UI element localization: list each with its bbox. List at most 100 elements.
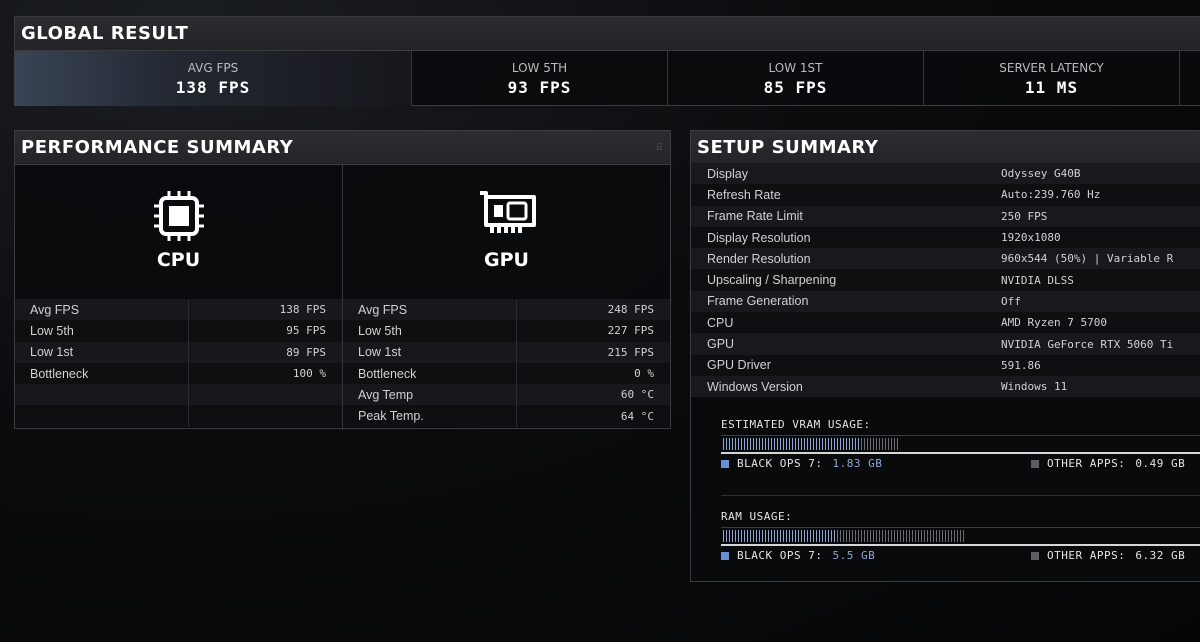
stat-label: LOW 1ST [768,60,823,75]
setup-table: Display Odyssey G40B Refresh Rate Auto:239… [691,163,1200,398]
table-row [15,384,342,406]
row-value: 64 °C [620,409,654,423]
row-value: Odyssey G40B [1001,167,1081,181]
row-label: Windows Version [707,379,803,394]
ram-other-fill [837,530,966,542]
vram-usage-title: ESTIMATED VRAM USAGE: [721,418,871,431]
row-value: 250 FPS [1001,209,1048,223]
cpu-label: CPU [156,249,201,271]
row-label: Upscaling / Sharpening [707,273,837,288]
table-row: Frame Rate Limit 250 FPS [691,205,1200,227]
row-label: GPU Driver [707,358,771,373]
legend-other-label: OTHER APPS: [1047,457,1126,470]
gpu-stats-table: Avg FPS 248 FPS Low 5th 227 FPS Low 1st 215… [343,299,670,427]
row-value: 591.86 [1001,358,1041,372]
table-row: Low 1st 89 FPS [15,341,342,363]
setup-summary-title: SETUP SUMMARY [697,137,879,158]
row-label: Bottleneck [15,362,189,385]
table-row: Avg FPS 138 FPS [15,299,342,321]
drag-grip-icon[interactable]: ⠿ [655,143,663,154]
row-label: CPU [707,315,734,330]
legend-game-value: 5.5 GB [832,549,876,562]
setup-summary-panel: SETUP SUMMARY Display Odyssey G40B Refres… [690,130,1200,582]
stat-label: LOW 5TH [511,60,568,75]
stat-label: AVG FPS [187,60,239,75]
cpu-column: CPU Avg FPS 138 FPS Low 5th 95 FPS Low 1st… [15,165,342,430]
table-row: Avg FPS 248 FPS [343,299,670,321]
row-label [15,384,189,406]
table-row: Display Odyssey G40B [691,163,1200,185]
row-value: Auto:239.760 Hz [1001,188,1101,202]
stat-avg-fps: AVG FPS 138 FPS [15,51,412,106]
stat-value: 138 FPS [175,77,251,97]
row-value: NVIDIA DLSS [1001,273,1074,287]
performance-summary-title: PERFORMANCE SUMMARY [21,137,294,158]
table-row: Peak Temp. 64 °C [343,405,670,427]
row-value: 100 % [292,367,326,381]
legend-other-value: 6.32 GB [1135,549,1186,562]
row-value: 138 FPS [279,303,326,317]
cpu-stats-table: Avg FPS 138 FPS Low 5th 95 FPS Low 1st 89 F… [15,299,342,427]
row-value: 0 % [634,367,654,381]
table-row [15,405,342,427]
stat-low-1st: LOW 1ST 85 FPS [668,51,924,106]
vram-usage-bar [721,435,1200,454]
cpu-chip-icon [153,191,204,241]
row-label: Frame Rate Limit [707,209,803,224]
ram-usage-title: RAM USAGE: [721,510,793,523]
row-label: Low 5th [343,320,517,342]
table-row: Windows Version Windows 11 [691,375,1200,398]
legend-game-value: 1.83 GB [832,457,883,470]
table-row: Frame Generation Off [691,290,1200,313]
graphics-card-icon [479,191,536,233]
setup-summary-header: SETUP SUMMARY [691,131,1200,165]
table-row: Bottleneck 0 % [343,362,670,385]
table-row: Low 1st 215 FPS [343,341,670,363]
row-label: Low 5th [15,320,189,342]
stat-server-latency: SERVER LATENCY 11 MS [924,51,1180,106]
legend-game-label: BLACK OPS 7: [737,549,823,562]
row-value: Windows 11 [1001,380,1068,394]
performance-summary-panel: PERFORMANCE SUMMARY ⠿ CPU Avg FPS 138 FPS… [14,130,671,430]
table-row: CPU AMD Ryzen 7 5700 [691,312,1200,334]
stat-value: 93 FPS [507,77,572,97]
table-row: Display Resolution 1920x1080 [691,226,1200,249]
row-label [15,405,189,427]
ram-game-fill [723,530,837,542]
legend-other-value: 0.49 GB [1135,457,1186,470]
blue-square-icon [721,552,729,560]
row-label: GPU [707,337,735,352]
vram-game-fill [723,438,861,450]
row-label: Avg FPS [15,299,189,321]
row-label: Peak Temp. [343,405,517,427]
table-row: Refresh Rate Auto:239.760 Hz [691,184,1200,206]
row-value: 960x544 (50%) | Variable R [1001,252,1174,266]
performance-summary-header: PERFORMANCE SUMMARY ⠿ [15,131,670,165]
table-row: Bottleneck 100 % [15,362,342,385]
row-value: 215 FPS [607,345,654,359]
row-label: Low 1st [343,341,517,363]
row-value: NVIDIA GeForce RTX 5060 Ti [1001,337,1174,351]
row-label: Display Resolution [707,230,811,245]
stat-value: 11 MS [1024,77,1079,97]
row-value: 248 FPS [607,303,654,317]
row-label: Bottleneck [343,362,517,385]
row-label: Low 1st [15,341,189,363]
legend-other-label: OTHER APPS: [1047,549,1126,562]
row-label: Frame Generation [707,294,809,309]
table-row: Upscaling / Sharpening NVIDIA DLSS [691,269,1200,291]
vram-usage-block: ESTIMATED VRAM USAGE: BLACK OPS 7: 1.83 G… [721,418,1200,470]
legend-game-label: BLACK OPS 7: [737,457,823,470]
row-value: 1920x1080 [1001,231,1061,245]
table-row: GPU Driver 591.86 [691,354,1200,376]
gray-square-icon [1031,552,1039,560]
stat-value: 85 FPS [763,77,828,97]
vram-other-fill [861,438,899,450]
gpu-label: GPU [484,249,529,271]
table-row: Low 5th 227 FPS [343,320,670,342]
row-label: Refresh Rate [707,187,781,202]
global-result-header: GLOBAL RESULT [15,17,1200,51]
row-value: Off [1001,294,1021,308]
gray-square-icon [1031,460,1039,468]
row-value: 95 FPS [286,324,326,338]
